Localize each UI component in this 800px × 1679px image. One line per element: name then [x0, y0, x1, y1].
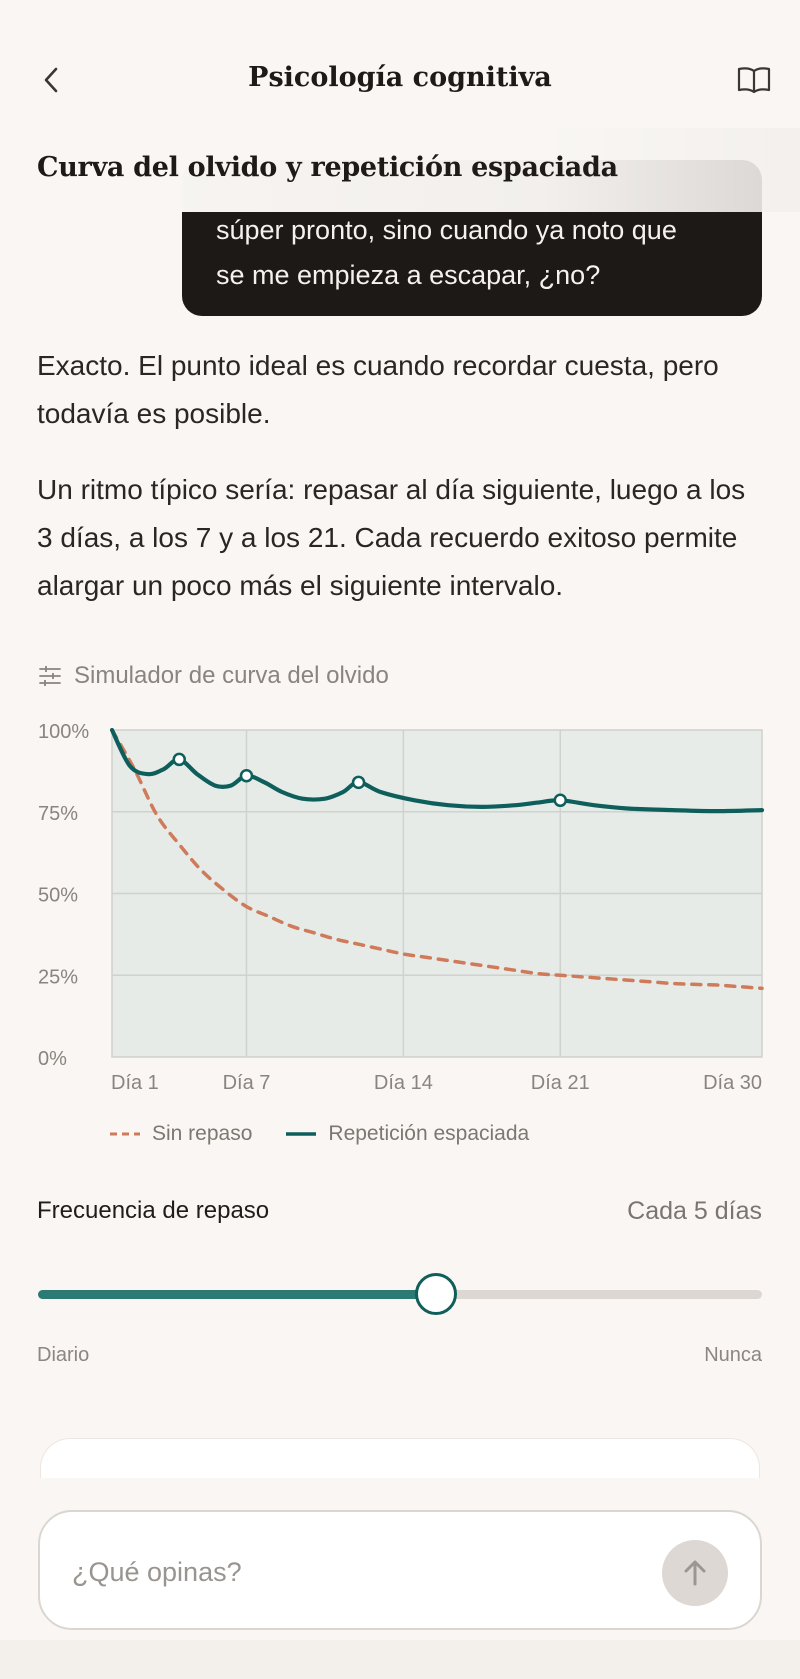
user-message-line: se me empieza a escapar, ¿no? [216, 260, 601, 290]
assistant-paragraph: Exacto. El punto ideal es cuando recorda… [37, 350, 719, 429]
book-open-icon [737, 67, 771, 94]
y-tick-label: 100% [38, 721, 89, 743]
review-point-marker [172, 752, 186, 767]
message-input[interactable] [72, 1550, 632, 1594]
y-tick-label: 25% [38, 966, 78, 988]
slider-thumb[interactable] [415, 1273, 458, 1315]
x-tick-label: Día 21 [531, 1072, 590, 1094]
book-button[interactable] [733, 60, 775, 100]
forgetting-curve-chart: 100% 75% 50% 25% 0% Día 1 Día 7 Día 14 Día 21 Día… [0, 712, 800, 1152]
y-tick-label: 50% [38, 885, 78, 907]
simulator-label-text: Simulador de curva del olvido [74, 662, 389, 689]
top-bar: Psicología cognitiva [0, 0, 800, 160]
series-line-sin-repaso [110, 728, 764, 991]
slider-max-label: Nunca [704, 1344, 762, 1366]
user-message-line: súper pronto, sino cuando ya noto que [216, 215, 677, 245]
chart-svg: 100% 75% 50% 25% 0% Día 1 Día 7 Día 14 Día 21 Día… [38, 721, 765, 1094]
solid-line-swatch-icon [286, 1132, 317, 1136]
composer [38, 1510, 762, 1630]
frequency-value: Cada 5 días [627, 1197, 762, 1225]
y-tick-label: 0% [38, 1048, 67, 1070]
y-tick-label: 75% [38, 803, 78, 825]
x-tick-label: Día 7 [223, 1072, 271, 1094]
section-title: Curva del olvido y repetición espaciada [37, 152, 618, 183]
x-tick-label: Día 30 [703, 1072, 762, 1094]
sliders-icon [39, 666, 61, 686]
dashed-line-swatch-icon [110, 1132, 140, 1136]
slider-min-label: Diario [37, 1344, 90, 1366]
back-button[interactable] [32, 60, 72, 100]
chevron-left-icon [44, 67, 58, 93]
card-peek [40, 1438, 760, 1478]
slider-fill [38, 1290, 437, 1299]
bottom-safe-area [0, 1640, 800, 1679]
review-point-marker [553, 793, 568, 808]
legend-item-repeticion: Repetición espaciada [286, 1122, 529, 1146]
section-header: Curva del olvido y repetición espaciada [0, 128, 800, 212]
frequency-label: Frecuencia de repaso [37, 1197, 270, 1224]
legend-item-sin-repaso: Sin repaso [110, 1122, 252, 1146]
frequency-slider[interactable] [38, 1273, 762, 1315]
review-point-marker [351, 775, 366, 790]
plot-border [111, 729, 763, 1058]
page-title: Psicología cognitiva [248, 62, 552, 93]
arrow-up-icon [684, 1560, 706, 1586]
review-point-marker [239, 769, 254, 783]
x-tick-label: Día 1 [111, 1072, 159, 1094]
legend-label: Sin repaso [152, 1122, 253, 1145]
legend-label: Repetición espaciada [328, 1122, 530, 1145]
simulator-label: Simulador de curva del olvido [38, 662, 389, 690]
chart-legend: Sin repaso Repetición espaciada [110, 1122, 563, 1146]
x-tick-label: Día 14 [374, 1072, 433, 1094]
send-button[interactable] [662, 1540, 728, 1606]
assistant-paragraph: Un ritmo típico sería: repasar al día si… [37, 474, 746, 601]
